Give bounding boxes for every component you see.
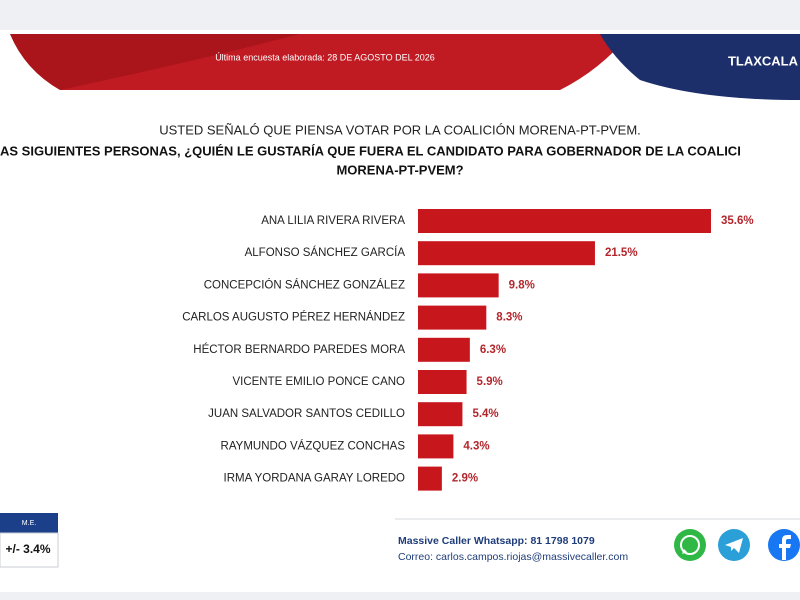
category-label: IRMA YORDANA GARAY LOREDO <box>224 473 406 485</box>
whatsapp-icon <box>674 529 706 561</box>
header-blue-band <box>600 34 800 100</box>
me-box <box>0 532 59 568</box>
bar <box>418 209 711 233</box>
value-label: 8.3% <box>496 312 522 324</box>
bar <box>418 273 499 298</box>
value-label: 5.9% <box>477 376 503 388</box>
bar <box>418 305 487 330</box>
bar <box>418 337 470 362</box>
category-label: VICENTE EMILIO PONCE CANO <box>232 376 405 388</box>
category-label: CONCEPCIÓN SÁNCHEZ GONZÁLEZ <box>204 278 405 291</box>
question-line: USTED SEÑALÓ QUE PIENSA VOTAR POR LA COA… <box>159 122 641 137</box>
bar <box>418 370 467 394</box>
value-label: 5.4% <box>472 408 498 420</box>
me-box-header <box>0 513 58 533</box>
slide <box>0 30 800 592</box>
category-label: ANA LILIA RIVERA RIVERA <box>261 215 405 227</box>
facebook-icon <box>768 529 800 561</box>
me-value: +/- 3.4% <box>5 542 50 556</box>
header-shade <box>10 34 300 90</box>
value-label: 21.5% <box>605 247 638 259</box>
value-label: 2.9% <box>452 473 478 485</box>
bar <box>418 434 454 459</box>
value-label: 9.8% <box>509 279 535 291</box>
category-label: JUAN SALVADOR SANTOS CEDILLO <box>208 408 405 420</box>
header-red-band <box>10 34 630 90</box>
question-line: MORENA-PT-PVEM? <box>336 162 463 177</box>
category-label: HÉCTOR BERNARDO PAREDES MORA <box>193 343 405 356</box>
category-label: RAYMUNDO VÁZQUEZ CONCHAS <box>221 439 406 452</box>
category-label: ALFONSO SÁNCHEZ GARCÍA <box>245 246 406 259</box>
contact-phone: Massive Caller Whatsapp: 81 1798 1079 <box>398 535 595 547</box>
value-label: 35.6% <box>721 215 754 227</box>
me-label: M.E. <box>22 520 36 527</box>
bar <box>418 466 442 491</box>
value-label: 6.3% <box>480 344 506 356</box>
question-line: AS SIGUIENTES PERSONAS, ¿QUIÉN LE GUSTAR… <box>0 143 741 158</box>
bar-chart: ANA LILIA RIVERA RIVERA 35.6% ALFONSO SÁNC… <box>182 209 754 491</box>
bar <box>418 402 463 427</box>
telegram-icon <box>718 529 750 561</box>
region-label: TLAXCALA <box>728 53 799 68</box>
category-label: CARLOS AUGUSTO PÉREZ HERNÁNDEZ <box>182 311 405 324</box>
bar <box>418 241 595 266</box>
header-date: Última encuesta elaborada: 28 DE AGOSTO … <box>215 52 435 62</box>
contact-email: Correo: carlos.campos.riojas@massivecall… <box>398 551 628 563</box>
value-label: 4.3% <box>463 440 489 452</box>
